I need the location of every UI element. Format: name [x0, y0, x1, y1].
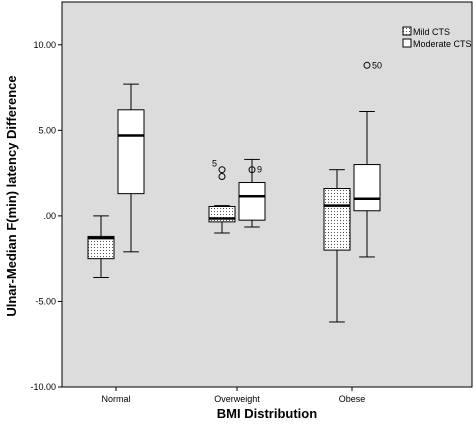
iqr-box	[117, 109, 145, 195]
outlier-point	[363, 61, 371, 69]
y-tick-label: 10.00	[33, 40, 56, 50]
legend: Mild CTS Moderate CTS	[402, 26, 472, 49]
x-tick-label: Obese	[339, 394, 366, 404]
box-mild-cts-obese	[323, 169, 351, 323]
outlier-label: 50	[372, 60, 382, 70]
iqr-box	[353, 164, 381, 212]
x-tick-label: Overweight	[214, 394, 260, 404]
outlier-point	[248, 166, 256, 174]
outlier-point	[218, 166, 226, 174]
outlier-point	[218, 173, 226, 181]
box-moderate-cts-overweight: 9	[238, 158, 266, 228]
y-axis: -10.00 -5.00 .00 5.00 10.00	[30, 40, 62, 392]
box-moderate-cts-obese: 50	[353, 60, 382, 258]
x-tick-label: Normal	[101, 394, 130, 404]
legend-label: Moderate CTS	[413, 39, 472, 49]
legend-label: Mild CTS	[413, 27, 450, 37]
plot-area	[61, 1, 473, 388]
box-moderate-cts-normal	[117, 83, 145, 253]
y-tick-label: -5.00	[35, 296, 56, 306]
legend-swatch	[402, 38, 412, 48]
y-tick-label: 5.00	[38, 125, 56, 135]
legend-swatch	[402, 26, 412, 36]
iqr-box	[87, 235, 115, 260]
box-mild-cts-overweight: 5	[208, 159, 236, 234]
y-tick-label: .00	[43, 211, 56, 221]
x-axis-title: BMI Distribution	[217, 406, 317, 421]
outlier-label: 9	[257, 165, 262, 175]
iqr-box	[238, 182, 266, 221]
y-tick-label: -10.00	[30, 382, 56, 392]
box-series: 5 9 50	[87, 60, 382, 323]
iqr-box	[323, 188, 351, 251]
box-mild-cts-normal	[87, 215, 115, 278]
y-axis-title: Ulnar-Median F(min) latency Difference	[4, 75, 19, 316]
x-axis: Normal Overweight Obese	[101, 387, 365, 404]
outlier-label: 5	[212, 159, 217, 169]
